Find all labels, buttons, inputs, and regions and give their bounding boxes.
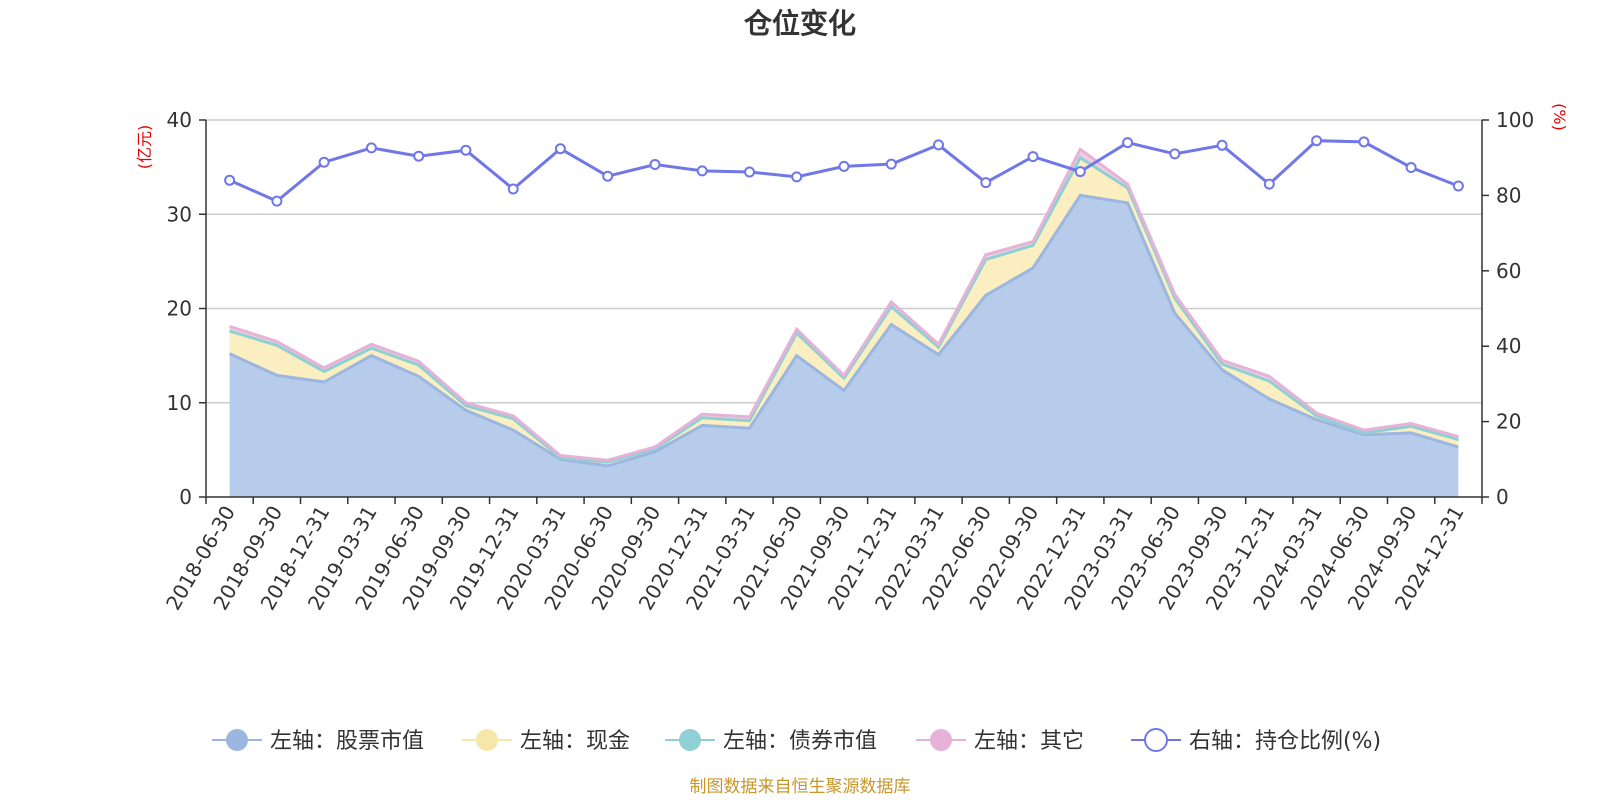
right-tick-label: 80 [1496, 183, 1521, 207]
ratio-point [1405, 162, 1417, 173]
left-axis-unit: (亿元) [135, 125, 154, 170]
ratio-point [1027, 151, 1039, 163]
right-tick-label: 0 [1496, 485, 1509, 509]
legend-label: 左轴：股票市值 [270, 729, 424, 754]
legend-label: 右轴：持仓比例(%) [1189, 729, 1381, 754]
area-edge-左轴：其它 [229, 146, 1459, 462]
ratio-point [460, 144, 472, 156]
ratio-point [744, 166, 755, 178]
area-edge-左轴：债券市值 [229, 155, 1459, 464]
legend-label: 左轴：其它 [974, 729, 1084, 754]
legend-marker [226, 729, 248, 751]
ratio-point [649, 159, 661, 170]
legend-marker [1144, 728, 1168, 752]
ratio-point [1169, 148, 1181, 160]
ratio-point [1311, 135, 1323, 147]
ratio-point [318, 156, 330, 168]
legend-marker [679, 729, 701, 751]
ratio-point [838, 160, 850, 172]
ratio-point [271, 195, 283, 207]
ratio-point [980, 177, 992, 189]
left-tick-label: 30 [167, 202, 192, 226]
ratio-point [365, 142, 377, 154]
right-axis-unit: (%) [1550, 103, 1569, 131]
right-tick-label: 20 [1496, 410, 1521, 434]
ratio-point [554, 143, 566, 155]
legend-marker [476, 729, 498, 751]
ratio-point [1122, 137, 1134, 149]
ratio-point [507, 183, 519, 195]
legend-label: 左轴：现金 [520, 729, 630, 754]
legend: 左轴：股票市值 左轴：现金 左轴：债券市值 左轴：其它 右轴：持仓比例(%) [212, 728, 1381, 754]
ratio-point [1216, 139, 1228, 151]
left-tick-label: 0 [179, 485, 192, 509]
right-tick-label: 100 [1496, 108, 1534, 132]
ratio-line [224, 135, 1464, 207]
right-tick-label: 40 [1496, 334, 1521, 358]
right-tick-label: 60 [1496, 259, 1521, 283]
source-note: 制图数据来自恒生聚源数据库 [690, 777, 911, 797]
ratio-point [413, 150, 425, 162]
ratio-point [602, 170, 614, 182]
ratio-point [696, 165, 708, 177]
area-左轴：股票市值 [229, 195, 1459, 497]
area-edge-左轴：股票市值 [228, 193, 1459, 468]
ratio-point [885, 158, 897, 170]
legend-label: 左轴：债券市值 [723, 729, 877, 754]
chart-title: 仓位变化 [744, 7, 856, 40]
ratio-point [1358, 136, 1370, 148]
legend-marker [930, 729, 952, 751]
left-tick-label: 10 [167, 391, 192, 415]
stacked-areas [228, 146, 1459, 497]
ratio-point [224, 174, 236, 186]
ratio-point [791, 171, 803, 183]
ratio-point [1452, 180, 1464, 192]
left-tick-label: 20 [167, 297, 192, 321]
ratio-point [1263, 178, 1275, 190]
left-tick-label: 40 [167, 108, 192, 132]
ratio-point [933, 139, 944, 151]
ratio-point [1074, 166, 1086, 178]
